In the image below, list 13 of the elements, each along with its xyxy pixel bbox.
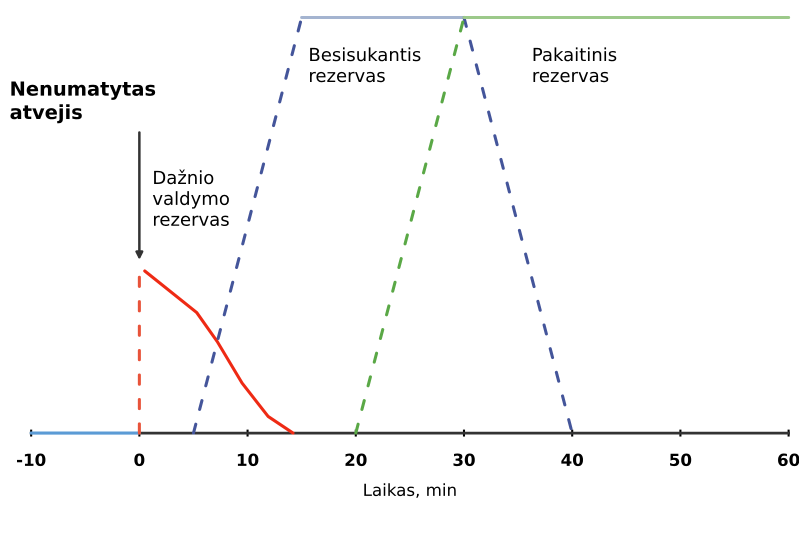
x-axis-title: Laikas, min (364, 483, 456, 498)
x-tick-label: -10 (17, 454, 46, 466)
annotation: Dažnio valdymo rezervas (152, 170, 229, 226)
x-tick-label: 40 (561, 454, 583, 466)
annotation: Besisukantis rezervas (310, 47, 420, 82)
annotation: Pakaitinis rezervas (533, 47, 616, 82)
x-tick-label: 60 (778, 454, 799, 466)
x-tick-label: 50 (670, 454, 692, 466)
x-tick-label: 20 (346, 454, 367, 466)
x-tick-label: 30 (454, 454, 475, 466)
x-tick-label: 10 (238, 454, 258, 466)
x-tick-label: 0 (134, 454, 144, 466)
annotation: Nenumatytas atvejis (10, 81, 156, 124)
